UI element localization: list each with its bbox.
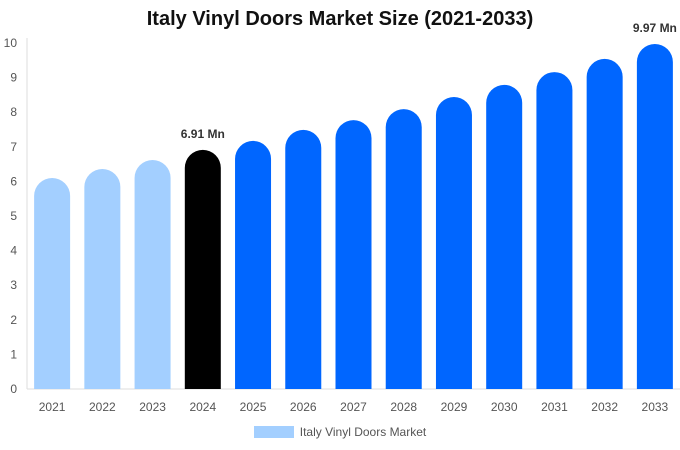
x-tick-label: 2033	[642, 400, 669, 414]
x-tick-label: 2024	[189, 400, 216, 414]
x-tick-label: 2021	[39, 400, 66, 414]
bar-2025	[235, 140, 272, 389]
bar-2032	[586, 58, 623, 389]
chart-title: Italy Vinyl Doors Market Size (2021-2033…	[146, 8, 534, 30]
bar-2033	[636, 44, 673, 390]
bar-2027	[335, 120, 372, 389]
y-tick-label: 1	[10, 347, 17, 361]
x-tick-label: 2029	[441, 400, 468, 414]
x-tick-label: 2028	[390, 400, 417, 414]
plot-area: 0 1 2 3 4 5 6 7 8 9 10 2021 2022 2023 2024 6.91 Mn 2025 2…	[4, 21, 680, 414]
x-tick-label: 2023	[139, 400, 166, 414]
x-tick-label: 2032	[591, 400, 618, 414]
y-tick-label: 6	[10, 174, 17, 188]
y-tick-label: 0	[10, 382, 17, 396]
y-tick-label: 8	[10, 105, 17, 119]
x-tick-label: 2025	[240, 400, 267, 414]
y-tick-label: 2	[10, 313, 17, 327]
x-tick-label: 2030	[491, 400, 518, 414]
legend-label: Italy Vinyl Doors Market	[299, 425, 427, 439]
y-tick-label: 5	[10, 209, 17, 223]
x-tick-label: 2022	[89, 400, 116, 414]
data-label: 9.97 Mn	[633, 21, 677, 35]
y-tick-label: 3	[10, 278, 17, 292]
bar-2021	[34, 177, 71, 389]
y-tick-label: 4	[10, 244, 17, 258]
bar-2024	[184, 149, 221, 389]
x-tick-label: 2031	[541, 400, 568, 414]
bar-2030	[486, 84, 523, 389]
bar-2029	[435, 96, 472, 389]
bar-2022	[84, 168, 121, 389]
bar-2023	[134, 159, 171, 389]
bar-2031	[536, 72, 573, 390]
y-tick-label: 9	[10, 71, 17, 85]
bar-2026	[285, 129, 322, 389]
bar-2028	[385, 109, 422, 389]
y-tick-label: 7	[10, 140, 17, 154]
x-tick-label: 2026	[290, 400, 317, 414]
data-label: 6.91 Mn	[181, 127, 225, 141]
legend-swatch	[253, 426, 294, 438]
x-tick-label: 2027	[340, 400, 367, 414]
legend[interactable]: Italy Vinyl Doors Market	[0, 425, 680, 439]
y-tick-label: 10	[4, 36, 18, 50]
